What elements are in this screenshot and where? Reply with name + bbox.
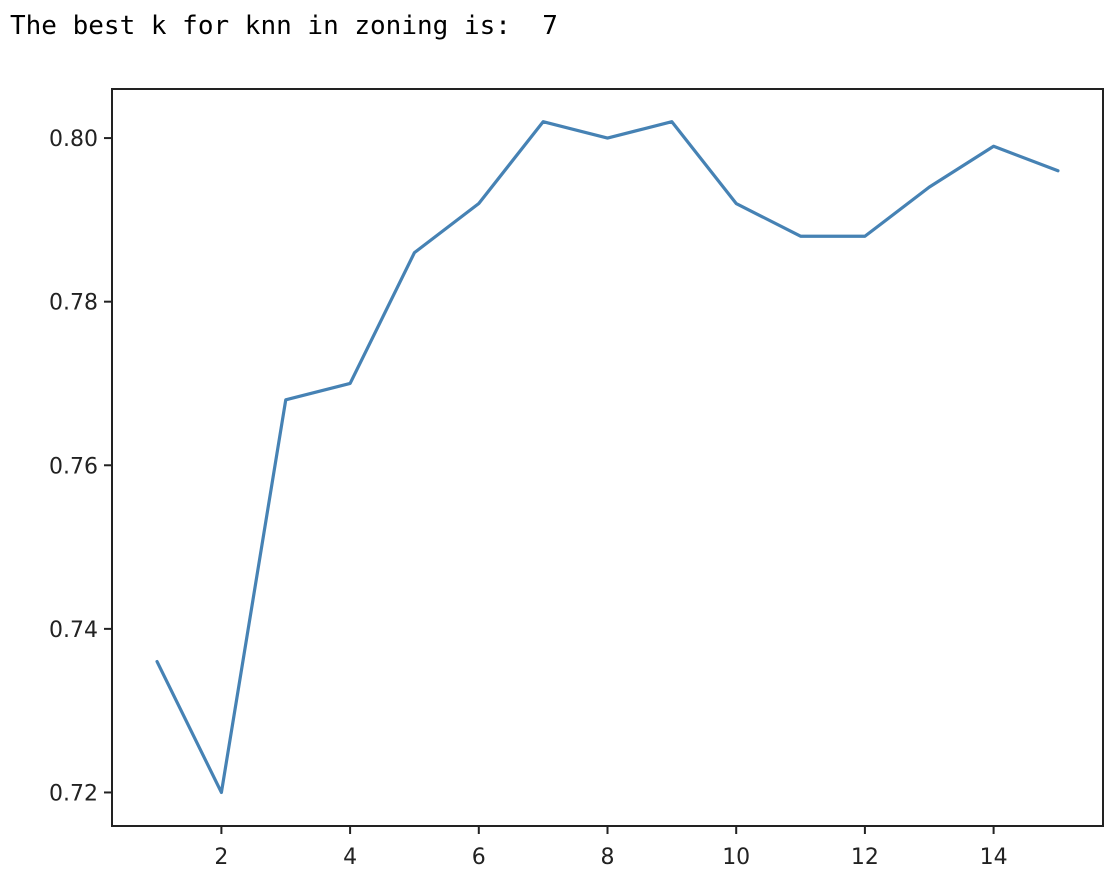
plot-frame (111, 88, 1104, 827)
y-axis: 0.72 0.74 0.76 0.78 0.80 (49, 127, 112, 806)
y-tick-label: 0.76 (49, 454, 98, 479)
y-tick-label: 0.72 (49, 781, 98, 806)
x-tick-label: 2 (214, 845, 228, 870)
x-tick-label: 6 (472, 845, 486, 870)
x-tick-label: 4 (343, 845, 357, 870)
series-layer (155, 120, 1060, 795)
x-tick-label: 12 (851, 845, 879, 870)
x-tick-label: 14 (980, 845, 1008, 870)
series-line-0 (155, 120, 1060, 795)
console-output-text: The best k for knn in zoning is: 7 (10, 11, 558, 41)
x-tick-label: 8 (601, 845, 615, 870)
x-axis: 2 4 6 8 10 12 14 (214, 826, 1008, 870)
y-tick-label: 0.78 (49, 291, 98, 316)
y-tick-label: 0.74 (49, 618, 98, 643)
x-tick-label: 10 (722, 845, 750, 870)
y-tick-label: 0.80 (49, 127, 98, 152)
